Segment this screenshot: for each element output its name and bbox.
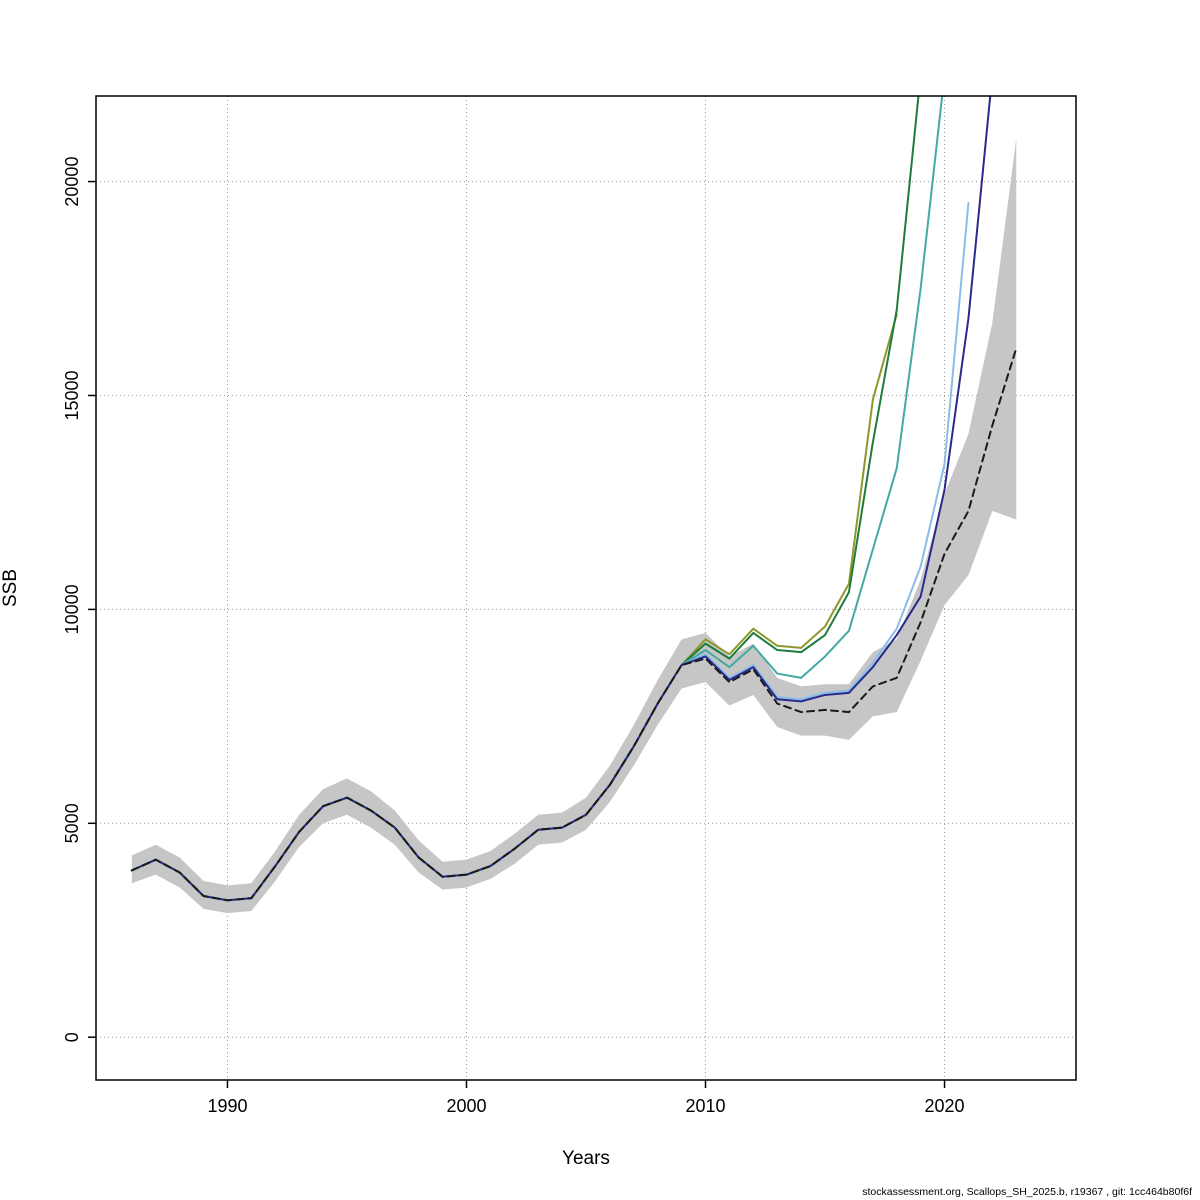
ci-band-polygon <box>131 138 1017 914</box>
series-lines <box>130 96 1018 902</box>
confidence-band <box>131 138 1017 914</box>
x-tick-label: 2020 <box>925 1096 965 1116</box>
plot-frame <box>95 95 1077 1081</box>
x-tick-label: 1990 <box>207 1096 247 1116</box>
y-tick-label: 0 <box>62 1032 82 1042</box>
y-tick-label: 20000 <box>62 157 82 207</box>
series-line-retro-peel-2018 <box>130 313 898 902</box>
y-axis-title: SSB <box>0 569 21 607</box>
x-tick-label: 2010 <box>685 1096 725 1116</box>
y-tick-label: 10000 <box>62 584 82 634</box>
series-line-base-run-2023 <box>130 347 1018 902</box>
x-tick-label: 2000 <box>446 1096 486 1116</box>
y-tick-label: 5000 <box>62 803 82 843</box>
axis-ticks: 1990 2000 2010 2020 0 5000 10000 15000 20000 <box>62 157 965 1116</box>
footer-attribution: stockassessment.org, Scallops_SH_2025.b,… <box>862 1186 1192 1198</box>
x-axis-title: Years <box>562 1148 610 1169</box>
series-line-retro-peel-2021 <box>130 201 970 902</box>
y-tick-label: 15000 <box>62 370 82 420</box>
series-line-retro-peel-2019 <box>130 96 920 902</box>
series-line-retro-peel-2020 <box>130 96 944 902</box>
series-line-retro-peel-2022 <box>130 96 992 902</box>
